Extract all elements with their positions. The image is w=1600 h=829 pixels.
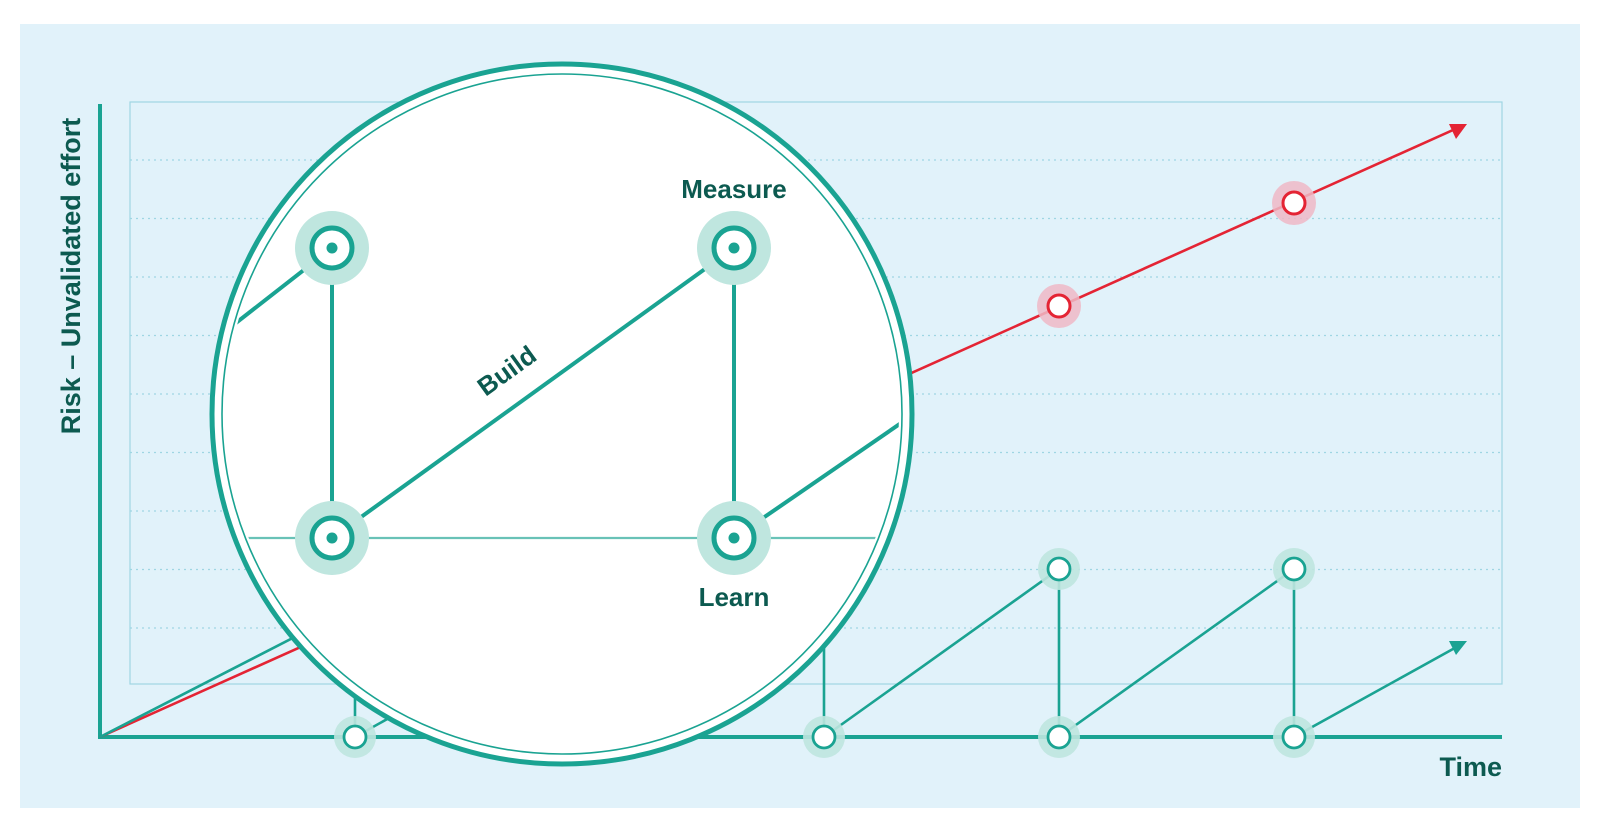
loop-node-icon-learn — [697, 501, 771, 575]
red-milestone-node — [1272, 181, 1316, 225]
cycle-node-icon — [1038, 716, 1080, 758]
green-arrow-head-icon — [1449, 641, 1467, 655]
learn-label: Learn — [699, 582, 770, 612]
measure-label: Measure — [681, 174, 787, 204]
plot-frame — [129, 101, 1503, 685]
loop-node-icon-measure-start — [295, 211, 369, 285]
cycle-node-icon — [803, 716, 845, 758]
loop-node-icon-build-start — [295, 501, 369, 575]
build-edge — [330, 246, 736, 540]
red-milestone-node — [1037, 284, 1081, 328]
red-arrow-head-icon — [1449, 124, 1467, 139]
cycle-node-icon — [334, 716, 376, 758]
zoom-lens: Build Measure Learn — [209, 61, 915, 767]
y-axis-label: Risk – Unvalidated effort — [56, 118, 86, 435]
loop-node-icon-measure — [697, 211, 771, 285]
cycle-node-icon — [1038, 548, 1080, 590]
cycle-node-icon — [1273, 716, 1315, 758]
x-axis-label: Time — [1439, 752, 1502, 782]
cycle-node-icon — [1273, 548, 1315, 590]
